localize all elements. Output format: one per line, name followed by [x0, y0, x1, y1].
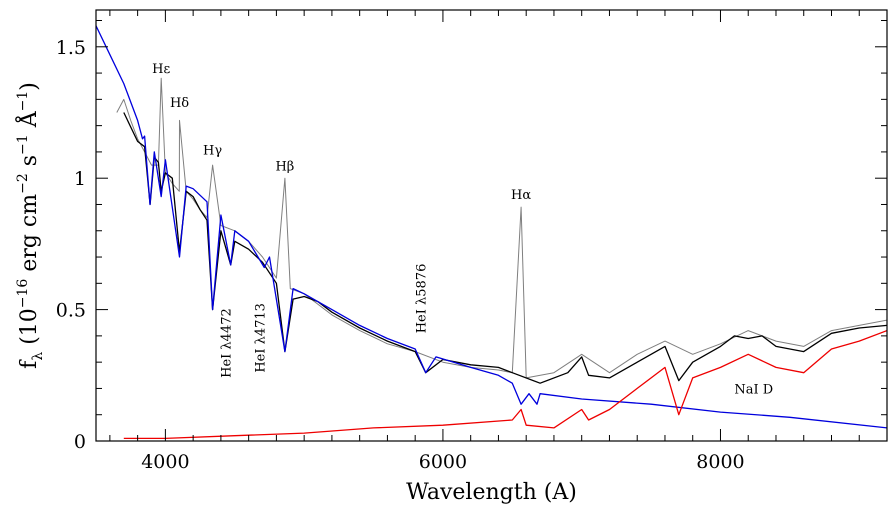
- y-tick-label: 1.5: [56, 37, 86, 59]
- plot-frame: [95, 9, 888, 442]
- annotation-label: Hε: [152, 62, 170, 77]
- series-line-model-continuum: [96, 25, 887, 429]
- y-title-exp4: −1: [15, 91, 31, 112]
- annotation-label: Hβ: [275, 159, 294, 174]
- x-axis-title: Wavelength (A): [406, 480, 577, 505]
- y-title-f: f: [17, 359, 42, 369]
- y-title-s: s: [17, 155, 42, 173]
- y-title-exp2: −2: [15, 173, 31, 194]
- axis-ticks: [96, 10, 888, 442]
- y-title-erg: erg cm: [17, 194, 42, 279]
- annotation-label: HeI λ4713: [253, 303, 268, 373]
- y-title-exp3: −1: [15, 134, 31, 155]
- y-title-open: (10: [17, 308, 42, 352]
- x-tick-label: 4000: [141, 451, 189, 473]
- y-title-lambda: λ: [30, 352, 46, 361]
- annotation-label: Hα: [511, 188, 531, 203]
- y-axis-title: fλ (10−16 erg cm−2 s−1 Å−1): [14, 82, 46, 369]
- series-line-residual-spectrum: [123, 329, 887, 440]
- plot-lines: [96, 25, 887, 440]
- line-annotations: Hε Hδ Hγ Hβ Hα HeI λ4472 HeI λ4713 HeI λ5876 NaI…: [152, 62, 773, 398]
- y-title-exp1: −16: [15, 279, 31, 309]
- y-title-ang: Å: [14, 110, 42, 134]
- annotation-label: HeI λ5876: [415, 264, 430, 334]
- tick-labels: 4000 6000 8000 0 0.5 1 1.5: [56, 37, 745, 473]
- annotation-label: Hδ: [170, 96, 189, 111]
- annotation-label: NaI D: [734, 383, 773, 398]
- y-tick-label: 1: [74, 168, 86, 190]
- x-tick-label: 8000: [696, 451, 744, 473]
- annotation-label: Hγ: [203, 144, 222, 159]
- x-tick-label: 6000: [419, 451, 467, 473]
- y-tick-label: 0.5: [56, 300, 86, 322]
- y-tick-label: 0: [74, 431, 86, 453]
- series-line-smoothed-spectrum: [123, 112, 887, 384]
- y-title-close: ): [17, 82, 42, 91]
- annotation-label: HeI λ4472: [220, 308, 235, 378]
